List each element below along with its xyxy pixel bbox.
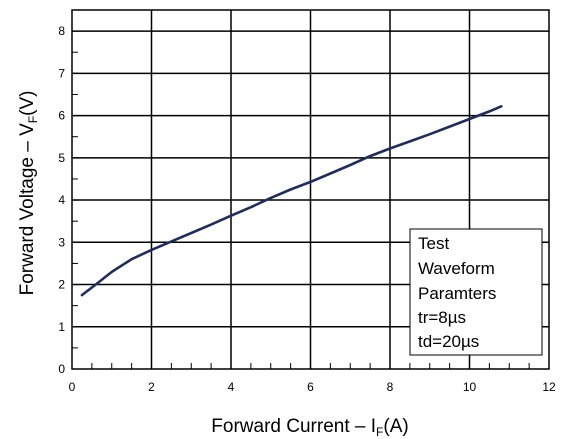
x-axis-title-unit: (A)	[383, 416, 408, 437]
legend-line-4: tr=8µs	[418, 308, 466, 327]
legend-line-3: Paramters	[418, 284, 496, 303]
y-tick-label: 8	[58, 24, 65, 38]
y-tick-label: 2	[58, 278, 65, 292]
y-axis-title-sub: F	[26, 116, 40, 123]
y-tick-label: 1	[58, 320, 65, 334]
x-tick-label: 2	[148, 380, 155, 394]
grid	[72, 10, 549, 369]
minor-ticks	[72, 30, 530, 369]
x-tick-label: 8	[387, 380, 394, 394]
x-axis-title-main: Forward Current – I	[211, 416, 376, 437]
x-axis-title-sub: F	[376, 425, 383, 439]
x-tick-label: 6	[307, 380, 314, 394]
y-axis-title-main: Forward Voltage – V	[17, 123, 38, 295]
y-tick-label: 5	[58, 151, 65, 165]
y-tick-label: 0	[58, 362, 65, 376]
x-tick-label: 12	[542, 380, 556, 394]
y-axis-title: Forward Voltage – VF(V)	[17, 91, 40, 296]
x-tick-label: 10	[463, 380, 477, 394]
series-layer	[80, 105, 503, 297]
x-tick-label: 0	[69, 380, 76, 394]
y-tick-label: 6	[58, 109, 65, 123]
legend-box-frame	[409, 228, 543, 356]
series-line	[80, 105, 503, 297]
legend-line-1: Test	[418, 234, 449, 253]
legend-line-2: Waveform	[418, 259, 495, 278]
x-axis-title: Forward Current – IF(A)	[211, 416, 408, 439]
y-tick-label: 7	[58, 66, 65, 80]
plot-frame	[71, 9, 550, 370]
y-tick-label: 4	[58, 193, 65, 207]
legend-line-5: td=20µs	[418, 332, 479, 351]
x-tick-label: 4	[228, 380, 235, 394]
test-waveform-legend-box: Test Waveform Paramters tr=8µs td=20µs	[409, 228, 543, 356]
y-axis-title-unit: (V)	[17, 91, 38, 116]
y-tick-label: 3	[58, 235, 65, 249]
